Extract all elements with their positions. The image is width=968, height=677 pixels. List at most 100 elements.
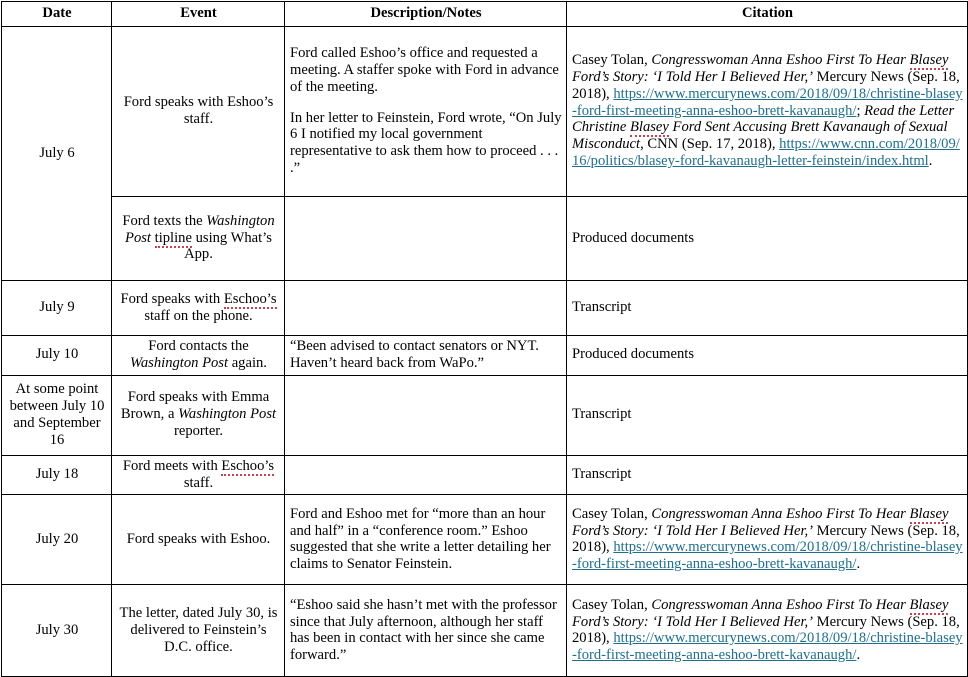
citation-text-fragment: Transcript (572, 466, 632, 483)
event-text-fragment: Eshoo. (230, 530, 271, 547)
cell-description (284, 454, 567, 496)
description-paragraph: “Been advised to contact senators or NYT… (290, 338, 539, 371)
citation-text-fragment: Ford Sent Accusing Brett Kavanaugh of Se… (572, 119, 948, 153)
table-row: At some point between July 10 and Septem… (1, 374, 968, 456)
event-text-fragment: phone. (213, 307, 253, 324)
citation-text-fragment: ; (856, 102, 865, 119)
citation-link[interactable]: https://www.mercurynews.com/2018/09/18/c… (572, 630, 963, 664)
cell-event: Ford speaks with Emma Brown, a Washingto… (111, 374, 285, 456)
cell-citation: Casey Tolan, Congresswoman Anna Eshoo Fi… (566, 494, 968, 586)
table-row: July 6 Ford speaks with Eshoo’s staff. Fo… (1, 26, 968, 281)
cell-event: Ford speaks with Eshoo’s staff. (111, 26, 285, 197)
description-paragraph: Ford called Eshoo’s office and requested… (290, 45, 559, 95)
cell-citation: Casey Tolan, Congresswoman Anna Eshoo Fi… (566, 584, 968, 677)
citation-text-fragment: . (856, 556, 861, 573)
citation-text-fragment: Congresswoman Anna Eshoo First To Hear (651, 52, 910, 69)
event-text-fragment: Ford speaks with (123, 94, 224, 111)
citation-text-fragment: , CNN (Sep. 17, 2018), (640, 136, 780, 153)
event-text-fragment: staff. (183, 474, 214, 491)
citation-text-fragment: Blasey (909, 505, 949, 524)
table-row: July 30 The letter, dated July 30, is del… (1, 584, 968, 677)
event-text-fragment: App. (184, 246, 213, 263)
description-paragraph: In her letter to Feinstein, Ford wrote, … (290, 109, 562, 177)
cell-event: Ford speaks with Eshoo. (111, 494, 285, 586)
event-text-fragment: Eshoo’s staff. (183, 94, 274, 127)
cell-description: Ford and Eshoo met for “more than an hou… (284, 494, 567, 586)
citation-text-fragment: Ford’s Story: ‘I Told Her I Believed Her… (572, 68, 814, 85)
event-text-fragment: Washington Post (178, 406, 277, 423)
citation-text-fragment: Produced documents (572, 346, 694, 363)
citation-link[interactable]: https://www.mercurynews.com/2018/09/18/c… (572, 539, 963, 573)
cell-description (284, 196, 567, 281)
event-text-fragment: Ford contacts the (148, 338, 249, 354)
citation-text-fragment: . (928, 153, 933, 170)
table-header: Date Event Description/Notes Citation (1, 1, 968, 27)
cell-citation: Produced documents (566, 196, 968, 281)
citation-text-fragment: Casey Tolan, (572, 505, 652, 522)
event-text-fragment: Ford speaks with (120, 290, 221, 307)
event-text-fragment: Ford speaks with (127, 389, 228, 406)
table-row: July 9 Ford speaks with Eschoo’s staff on… (1, 280, 968, 336)
event-text-fragment: reporter. (173, 423, 224, 440)
citation-text-fragment: Ford’s Story: ‘I Told Her I Believed Her… (572, 613, 814, 630)
event-text-fragment: Washington Post (130, 354, 229, 371)
event-text-fragment: Washington Post (125, 212, 275, 246)
cell-description (284, 280, 567, 336)
citation-link[interactable]: https://www.cnn.com/2018/09/16/politics/… (572, 136, 960, 170)
citation-text-fragment: . (856, 647, 861, 664)
citation-text-fragment: Produced documents (572, 229, 694, 246)
cell-date: July 9 (1, 280, 112, 336)
citation-text-fragment: Casey Tolan, (572, 52, 652, 69)
citation-text-fragment: Mercury News (Sep. 18, 2018), (572, 522, 960, 556)
citation-text-fragment: Blasey (909, 596, 949, 615)
column-header-citation: Citation (566, 1, 968, 27)
description-paragraph: Ford and Eshoo met for “more than an hou… (290, 505, 551, 573)
cell-citation: Transcript (566, 454, 968, 496)
citation-text-fragment: Ford’s Story: ‘I Told Her I Believed Her… (572, 522, 814, 539)
event-text-fragment: again. (231, 354, 267, 371)
cell-date: July 6 (1, 26, 112, 281)
event-text-fragment: Eschoo’s (221, 457, 275, 476)
cell-citation: Casey Tolan, Congresswoman Anna Eshoo Fi… (566, 26, 968, 197)
event-text-fragment: 30, is delivered to (130, 605, 278, 638)
cell-description (284, 374, 567, 456)
event-text-fragment: Ford texts the (122, 212, 203, 229)
citation-text-fragment: Casey Tolan, (572, 596, 652, 613)
event-text-fragment: Emma Brown, a (120, 389, 270, 423)
event-text-fragment: staff on the (144, 307, 210, 324)
cell-description: “Been advised to contact senators or NYT… (284, 335, 567, 376)
citation-text-fragment: Congresswoman Anna Eshoo First To Hear (651, 505, 910, 522)
event-text-fragment: Feinstein’s D.C. office. (164, 621, 267, 655)
citation-text-fragment: Mercury News (Sep. 18, 2018), (572, 613, 960, 647)
event-text-fragment: The letter, dated July (119, 605, 243, 622)
citation-text-fragment: Congresswoman Anna Eshoo First To Hear (651, 596, 910, 613)
event-text-fragment: Eschoo’s (223, 290, 277, 309)
table-row: July 10 Ford contacts the Washington Post… (1, 335, 968, 376)
table-row: July 18 Ford meets with Eschoo’s staff. T… (1, 454, 968, 496)
column-header-description: Description/Notes (284, 1, 567, 27)
event-text-fragment: Ford meets with (122, 457, 218, 474)
cell-date: July 30 (1, 584, 112, 677)
citation-text-fragment: Read the Letter Christine (572, 102, 955, 136)
event-text-fragment: using What’s (195, 229, 272, 246)
column-header-date: Date (1, 1, 112, 27)
citation-link[interactable]: https://www.mercurynews.com/2018/09/18/c… (572, 85, 963, 119)
cell-citation: Produced documents (566, 335, 968, 376)
cell-event: Ford speaks with Eschoo’s staff on the p… (111, 280, 285, 336)
paragraph-gap (290, 96, 562, 110)
cell-date: July 20 (1, 494, 112, 586)
cell-event: Ford meets with Eschoo’s staff. (111, 454, 285, 496)
citation-text-fragment: Transcript (572, 299, 632, 316)
cell-citation: Transcript (566, 280, 968, 336)
cell-event: Ford contacts the Washington Post again. (111, 335, 285, 376)
description-paragraph: “Eshoo said she hasn’t met with the prof… (290, 596, 557, 664)
citation-text-fragment: Blasey (909, 52, 949, 71)
citation-text-fragment: Transcript (572, 406, 632, 423)
cell-description: Ford called Eshoo’s office and requested… (284, 26, 567, 197)
event-text-fragment: Ford speaks with (126, 530, 227, 547)
cell-citation: Transcript (566, 374, 968, 456)
column-header-event: Event (111, 1, 285, 27)
citation-text-fragment: Blasey (629, 119, 669, 138)
